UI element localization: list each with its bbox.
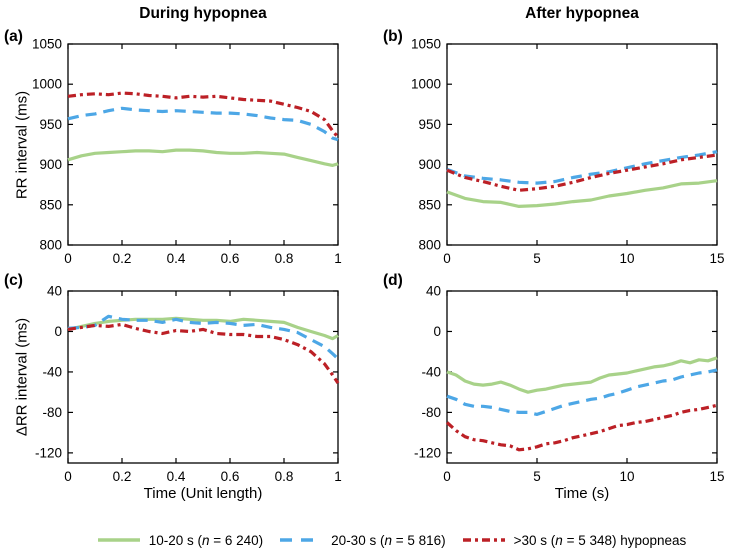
svg-text:1: 1 <box>334 469 342 484</box>
y-axis-label-delta-rr-interval: ΔRR interval (ms) <box>13 317 31 437</box>
svg-text:950: 950 <box>418 117 441 132</box>
x-axis-label-time-unit-length: Time (Unit length) <box>143 485 263 502</box>
panel-label-d: (d) <box>383 272 403 289</box>
svg-text:0.4: 0.4 <box>167 251 186 266</box>
svg-text:0.4: 0.4 <box>167 469 186 484</box>
legend-label-10-20s: 10-20 s (n = 6 240) <box>148 532 264 548</box>
svg-text:5: 5 <box>533 251 541 266</box>
x-axis-label-time-s: Time (s) <box>554 485 610 502</box>
svg-text:0: 0 <box>54 324 62 339</box>
svg-text:40: 40 <box>47 284 62 299</box>
y-axis-label-rr-interval: RR interval (ms) <box>13 90 31 200</box>
svg-text:-80: -80 <box>421 405 441 420</box>
svg-text:800: 800 <box>418 238 441 253</box>
svg-text:1000: 1000 <box>32 77 62 92</box>
legend-item-over-30s: >30 s (n = 5 348) hypopneas <box>462 532 687 548</box>
svg-text:-40: -40 <box>421 364 441 379</box>
svg-text:1: 1 <box>334 251 342 266</box>
legend: 10-20 s (n = 6 240) 20-30 s (n = 5 816) … <box>0 529 749 551</box>
svg-text:0.2: 0.2 <box>113 251 132 266</box>
svg-text:10: 10 <box>619 469 634 484</box>
svg-text:0: 0 <box>433 324 441 339</box>
svg-text:950: 950 <box>39 117 62 132</box>
legend-swatch-blue-dashed-icon <box>280 538 323 542</box>
svg-text:-80: -80 <box>42 405 62 420</box>
svg-text:0.6: 0.6 <box>221 251 240 266</box>
column-title-after-hypopnea: After hypopnea <box>525 5 639 22</box>
svg-text:5: 5 <box>533 469 541 484</box>
panel-a-chart: 0 0.2 0.4 0.6 0.8 1 800 850 900 950 1000 1050 <box>32 37 342 267</box>
legend-label-over-30s: >30 s (n = 5 348) hypopneas <box>513 532 687 548</box>
panel-label-a: (a) <box>4 28 23 45</box>
panel-d-chart: 0 5 10 15 -120 -80 -40 0 40 <box>414 284 725 485</box>
svg-text:900: 900 <box>39 157 62 172</box>
svg-text:0.2: 0.2 <box>113 469 132 484</box>
svg-text:850: 850 <box>39 197 62 212</box>
legend-item-20-30s: 20-30 s (n = 5 816) <box>279 532 446 548</box>
svg-text:900: 900 <box>418 157 441 172</box>
svg-text:40: 40 <box>426 284 441 299</box>
svg-text:0: 0 <box>443 469 451 484</box>
panel-b-chart: 0 5 10 15 800 850 900 950 1000 1050 <box>411 37 725 267</box>
panel-label-c: (c) <box>4 272 23 289</box>
svg-text:0.8: 0.8 <box>275 251 294 266</box>
svg-text:15: 15 <box>709 469 724 484</box>
svg-text:0: 0 <box>443 251 451 266</box>
legend-item-10-20s: 10-20 s (n = 6 240) <box>97 533 263 548</box>
svg-text:-40: -40 <box>42 364 62 379</box>
svg-text:10: 10 <box>619 251 634 266</box>
panel-c-chart: 0 0.2 0.4 0.6 0.8 1 -120 -80 -40 0 40 <box>35 284 342 485</box>
svg-text:850: 850 <box>418 197 441 212</box>
panel-label-b: (b) <box>383 28 403 45</box>
svg-text:0.8: 0.8 <box>275 469 294 484</box>
svg-text:-120: -120 <box>35 445 62 460</box>
svg-text:1050: 1050 <box>411 37 441 52</box>
svg-text:800: 800 <box>39 238 62 253</box>
svg-text:1050: 1050 <box>32 37 62 52</box>
svg-text:0: 0 <box>64 251 72 266</box>
svg-text:15: 15 <box>709 251 724 266</box>
svg-text:-120: -120 <box>414 445 441 460</box>
legend-label-20-30s: 20-30 s (n = 5 816) <box>331 532 446 548</box>
legend-swatch-green-solid-icon <box>97 538 140 542</box>
legend-swatch-red-dashdot-icon <box>462 538 505 542</box>
svg-text:0.6: 0.6 <box>221 469 240 484</box>
column-title-during-hypopnea: During hypopnea <box>139 5 267 22</box>
svg-text:1000: 1000 <box>411 77 441 92</box>
svg-text:0: 0 <box>64 469 72 484</box>
